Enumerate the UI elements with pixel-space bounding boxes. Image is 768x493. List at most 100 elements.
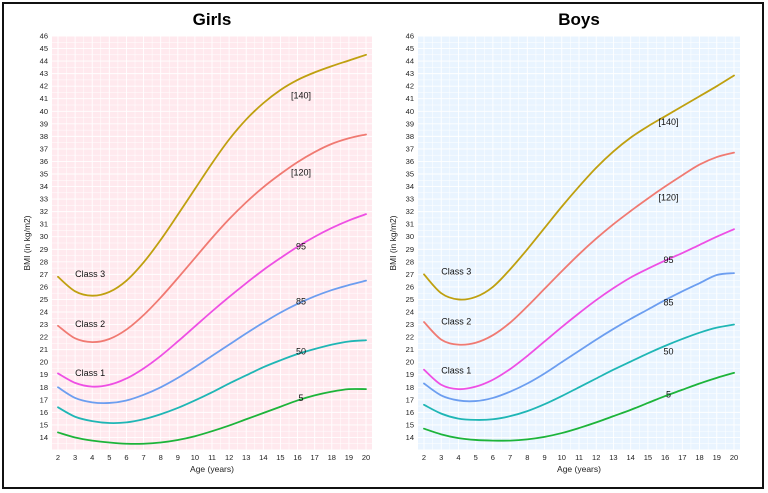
y-tick-label: 45 (406, 44, 414, 53)
x-tick-label: 2 (56, 453, 60, 462)
y-tick-label: 26 (406, 282, 414, 291)
x-tick-label: 5 (474, 453, 478, 462)
series-label-85: 85 (664, 298, 674, 308)
y-tick-label: 16 (406, 408, 414, 417)
x-tick-label: 3 (73, 453, 77, 462)
series-label-5: 5 (666, 389, 671, 399)
series-line-5 (423, 371, 735, 442)
class-label: Class 3 (75, 269, 105, 279)
y-tick-label: 32 (40, 207, 48, 216)
x-tick-label: 15 (276, 453, 284, 462)
grid-lines (52, 35, 372, 451)
x-tick-label: 17 (678, 453, 686, 462)
y-tick-label: 38 (40, 132, 48, 141)
series-label-140: [140] (659, 117, 679, 127)
series-line-140 (423, 74, 735, 301)
y-tick-label: 28 (406, 257, 414, 266)
y-tick-label: 30 (406, 232, 414, 241)
y-tick-label: 14 (40, 433, 48, 442)
y-tick-label: 18 (40, 383, 48, 392)
x-tick-label: 15 (644, 453, 652, 462)
y-tick-label: 29 (40, 245, 48, 254)
y-tick-label: 25 (406, 295, 414, 304)
y-tick-label: 21 (406, 345, 414, 354)
y-tick-label: 44 (406, 57, 414, 66)
y-tick-label: 22 (40, 333, 48, 342)
y-tick-label: 19 (406, 370, 414, 379)
chart-title: Girls (193, 10, 232, 29)
y-tick-label: 42 (406, 82, 414, 91)
series-line-120 (57, 133, 367, 344)
y-tick-label: 20 (406, 358, 414, 367)
x-tick-label: 2 (422, 453, 426, 462)
y-tick-label: 19 (40, 370, 48, 379)
y-tick-label: 46 (40, 32, 48, 41)
series-label-120: [120] (291, 167, 311, 177)
chart-panel-boys: Boys141516171819202122232425262728293031… (388, 10, 740, 474)
y-tick-label: 25 (40, 295, 48, 304)
y-axis-title: BMI (in kg/m2) (22, 215, 32, 270)
x-tick-label: 12 (592, 453, 600, 462)
x-tick-label: 7 (508, 453, 512, 462)
y-tick-label: 29 (406, 245, 414, 254)
series-line-50 (57, 339, 367, 425)
series-line-5 (57, 388, 367, 445)
x-tick-label: 18 (328, 453, 336, 462)
x-tick-label: 14 (626, 453, 634, 462)
y-tick-label: 31 (406, 220, 414, 229)
y-tick-label: 35 (40, 170, 48, 179)
series-label-95: 95 (296, 241, 306, 251)
y-tick-label: 26 (40, 282, 48, 291)
class-label: Class 2 (441, 317, 471, 327)
class-label: Class 1 (75, 368, 105, 378)
series-line-120 (423, 151, 735, 346)
y-tick-label: 23 (40, 320, 48, 329)
y-tick-label: 16 (40, 408, 48, 417)
x-tick-label: 16 (293, 453, 301, 462)
y-tick-label: 40 (406, 107, 414, 116)
y-tick-label: 41 (406, 94, 414, 103)
y-tick-label: 35 (406, 170, 414, 179)
series-line-85 (57, 279, 367, 405)
y-tick-label: 46 (406, 32, 414, 41)
y-tick-label: 28 (40, 257, 48, 266)
series-label-95: 95 (664, 255, 674, 265)
y-tick-label: 33 (406, 195, 414, 204)
y-tick-label: 36 (40, 157, 48, 166)
x-tick-label: 3 (439, 453, 443, 462)
series-line-95 (423, 228, 735, 391)
y-tick-label: 31 (40, 220, 48, 229)
class-label: Class 3 (441, 266, 471, 276)
series-line-140 (57, 53, 367, 297)
x-tick-label: 7 (141, 453, 145, 462)
x-tick-label: 13 (242, 453, 250, 462)
y-tick-label: 27 (40, 270, 48, 279)
y-tick-label: 36 (406, 157, 414, 166)
y-tick-label: 15 (40, 420, 48, 429)
x-tick-label: 10 (191, 453, 199, 462)
x-tick-label: 13 (609, 453, 617, 462)
grid-lines (418, 35, 740, 451)
x-tick-label: 11 (575, 453, 583, 462)
y-tick-label: 22 (406, 333, 414, 342)
y-tick-label: 17 (40, 395, 48, 404)
y-tick-label: 15 (406, 420, 414, 429)
y-tick-label: 38 (406, 132, 414, 141)
y-tick-label: 43 (40, 69, 48, 78)
x-tick-label: 5 (107, 453, 111, 462)
y-tick-label: 43 (406, 69, 414, 78)
x-tick-label: 11 (208, 453, 216, 462)
series-label-120: [120] (659, 192, 679, 202)
series-label-5: 5 (298, 393, 303, 403)
x-tick-label: 20 (362, 453, 370, 462)
x-tick-label: 19 (713, 453, 721, 462)
y-tick-label: 30 (40, 232, 48, 241)
y-tick-label: 20 (40, 358, 48, 367)
y-tick-label: 27 (406, 270, 414, 279)
series-line-50 (423, 323, 735, 421)
x-tick-label: 8 (159, 453, 163, 462)
y-tick-label: 34 (406, 182, 414, 191)
series-label-50: 50 (664, 347, 674, 357)
y-axis-title: BMI (in kg/m2) (388, 215, 398, 270)
